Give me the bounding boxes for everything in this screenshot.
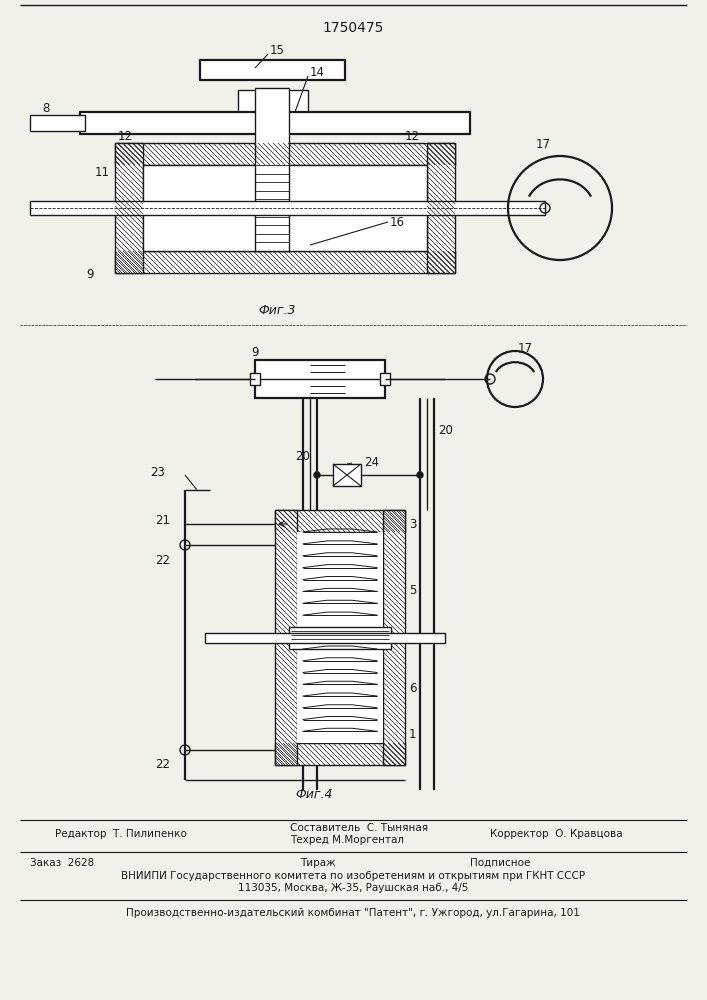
Text: Производственно-издательский комбинат "Патент", г. Ужгород, ул.Гагарина, 101: Производственно-издательский комбинат "П… <box>126 908 580 918</box>
Text: 17: 17 <box>536 138 551 151</box>
Text: 17: 17 <box>518 342 533 355</box>
Bar <box>275 510 405 532</box>
Text: 22: 22 <box>155 554 170 566</box>
Text: 14: 14 <box>310 66 325 80</box>
Bar <box>115 143 455 165</box>
Text: 3: 3 <box>409 518 416 532</box>
Text: Составитель  С. Тыняная: Составитель С. Тыняная <box>290 823 428 833</box>
Text: Корректор  О. Кравцова: Корректор О. Кравцова <box>490 829 623 839</box>
Text: 4: 4 <box>409 632 416 645</box>
Bar <box>200 60 345 80</box>
Bar <box>115 251 455 273</box>
Bar <box>275 743 405 765</box>
Bar <box>383 510 405 765</box>
Text: 1: 1 <box>409 728 416 742</box>
Bar <box>238 90 308 118</box>
Text: 6: 6 <box>409 682 416 696</box>
Circle shape <box>314 472 320 478</box>
Bar <box>275 510 297 765</box>
Text: 8: 8 <box>42 102 49 114</box>
Bar <box>255 360 385 398</box>
Text: 12: 12 <box>405 130 420 143</box>
Text: Подписное: Подписное <box>470 858 530 868</box>
Text: 11: 11 <box>95 165 110 178</box>
Bar <box>297 532 383 743</box>
Bar <box>289 627 391 649</box>
Text: 16: 16 <box>390 216 405 229</box>
Bar <box>30 115 85 131</box>
Text: Редактор  Т. Пилипенко: Редактор Т. Пилипенко <box>55 829 187 839</box>
Text: Фиг.4: Фиг.4 <box>295 788 332 802</box>
Bar <box>30 201 545 215</box>
Text: 1750475: 1750475 <box>322 21 384 35</box>
Bar <box>205 633 445 643</box>
Text: Тираж: Тираж <box>300 858 336 868</box>
Text: 20: 20 <box>295 450 310 462</box>
Bar <box>427 143 455 273</box>
Text: Фиг.3: Фиг.3 <box>258 304 296 316</box>
Text: 12: 12 <box>118 130 133 143</box>
Text: 22: 22 <box>155 758 170 772</box>
Text: 15: 15 <box>270 43 285 56</box>
Text: 113035, Москва, Ж-35, Раушская наб., 4/5: 113035, Москва, Ж-35, Раушская наб., 4/5 <box>238 883 468 893</box>
Text: Заказ  2628: Заказ 2628 <box>30 858 94 868</box>
Bar <box>143 165 427 251</box>
Text: 24: 24 <box>364 456 379 470</box>
Bar <box>115 143 143 273</box>
Bar <box>380 373 390 385</box>
Bar <box>80 112 470 134</box>
Text: 5: 5 <box>409 584 416 596</box>
Text: 9: 9 <box>86 268 93 282</box>
Circle shape <box>417 472 423 478</box>
Text: 21: 21 <box>155 514 170 526</box>
Bar <box>333 464 361 486</box>
Text: 23: 23 <box>150 466 165 479</box>
Text: ВНИИПИ Государственного комитета по изобретениям и открытиям при ГКНТ СССР: ВНИИПИ Государственного комитета по изоб… <box>121 871 585 881</box>
Text: 20: 20 <box>438 424 453 436</box>
Bar <box>250 373 260 385</box>
Text: Техред М.Моргентал: Техред М.Моргентал <box>290 835 404 845</box>
Text: 9: 9 <box>251 346 259 359</box>
Bar <box>255 88 289 251</box>
